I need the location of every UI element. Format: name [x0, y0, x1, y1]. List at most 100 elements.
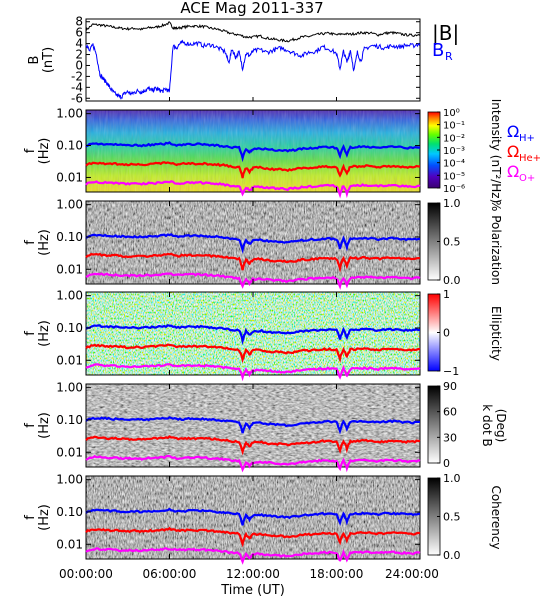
- legend-omega-h-sub: H+: [519, 133, 535, 144]
- y-axis-label: f: [23, 331, 38, 336]
- panel-frame: [85, 18, 421, 102]
- legend-omega-he: Ω: [507, 142, 519, 161]
- x-axis-title: Time (UT): [220, 583, 285, 598]
- colorbar-tick-label: 10⁰: [443, 108, 460, 119]
- x-tick-label: 24:00:00: [385, 567, 439, 581]
- colorbar-title: Intensity (nT²/Hz): [489, 99, 503, 204]
- gyro-line-he-plus: [85, 435, 421, 456]
- y-tick-label: 0.01: [56, 537, 83, 551]
- y-axis-unit: (Hz): [37, 412, 52, 439]
- y-tick-label: 0.10: [56, 505, 83, 519]
- colorbar-unit: (Deg): [494, 409, 508, 443]
- y-tick-label: 0.10: [56, 139, 83, 153]
- y-tick-label: -2: [71, 69, 83, 83]
- spectrogram-panels: 1.000.100.01f (Hz)10⁰10⁻¹10⁻²10⁻³10⁻⁴10⁻⁵…: [23, 99, 508, 565]
- y-axis-label: f: [23, 240, 38, 245]
- y-axis-unit: (Hz): [37, 320, 52, 347]
- y-tick-label: -4: [71, 80, 83, 94]
- series-line-total-field: [85, 21, 421, 43]
- y-axis-unit: (Hz): [37, 229, 52, 256]
- colorbar-tick-label: 10⁻¹: [443, 121, 465, 132]
- gyro-line-h-plus: [85, 323, 421, 346]
- x-tick-label: 12:00:00: [226, 567, 280, 581]
- y-tick-label: 0.01: [56, 445, 83, 459]
- colorbar-tick-label: 10⁻⁴: [443, 159, 465, 170]
- y-tick-label: 8: [75, 15, 83, 29]
- y-axis-label: B: [27, 56, 42, 65]
- gyro-line-he-plus: [85, 252, 421, 273]
- colorbar-tick-label: 10⁻²: [443, 133, 465, 144]
- y-axis-unit: (Hz): [37, 138, 52, 165]
- colorbar-tick-label: 0.0: [443, 549, 461, 562]
- colorbar-tick-label: 90: [443, 380, 457, 393]
- y-tick-label: 6: [75, 26, 83, 40]
- colorbar-tick-label: 1.0: [443, 197, 461, 210]
- field-lines: [85, 21, 421, 101]
- x-tick-label: 00:00:00: [59, 567, 113, 581]
- x-tick-label: 18:00:00: [310, 567, 364, 581]
- spectrogram-image: [86, 384, 420, 467]
- spectrogram-texture: [86, 110, 420, 192]
- colorbar-tick-label: 30: [443, 431, 457, 444]
- colorbar-title: Coherency: [489, 485, 503, 549]
- gyro-line-he-plus: [85, 526, 421, 548]
- colorbar-tick-label: 1.0: [443, 472, 461, 485]
- gyro-line-h-plus: [85, 141, 421, 163]
- gyro-line-he-plus: [85, 161, 421, 179]
- y-axis-unit: (nT): [41, 47, 56, 73]
- legend-omega-h: Ω: [507, 122, 519, 141]
- series-line-radial-field: [85, 39, 421, 100]
- legend-radial-field: B: [432, 40, 444, 61]
- gyro-line-h-plus: [85, 232, 421, 254]
- colorbar-tick-label: 0.0: [443, 274, 461, 287]
- colorbar-tick-label: 0: [443, 457, 450, 470]
- legend-radial-field-sub: R: [445, 50, 453, 63]
- colorbar-tick-label: 0.5: [443, 511, 461, 524]
- gyro-line-he-plus: [85, 343, 421, 364]
- y-tick-label: 0.01: [56, 353, 83, 367]
- gyro-line-o-plus: [85, 272, 421, 290]
- gyro-line-h-plus: [85, 416, 420, 435]
- colorbar-tick-label: 1: [443, 288, 450, 301]
- legend-total-field: |B|: [432, 21, 459, 45]
- y-axis-label: f: [23, 423, 38, 428]
- panel-intensity: 1.00 0.10 0.01 f (Hz) 10⁰ 10⁻¹10⁻² 10⁻³ 10⁻⁴10⁻⁵…: [23, 99, 503, 204]
- y-tick-label: 0.10: [56, 230, 83, 244]
- colorbar-title: Ellipticity: [489, 306, 503, 361]
- y-tick-label: 1.00: [56, 198, 83, 212]
- y-tick-label: 0.10: [56, 321, 83, 335]
- spectrogram-image: [86, 476, 420, 559]
- y-tick-label: 1.00: [56, 289, 83, 303]
- gyro-line-h-plus: [85, 507, 420, 527]
- spectrogram-image: [86, 201, 420, 284]
- y-tick-label: 2: [75, 48, 83, 62]
- y-tick-label: 1.00: [56, 381, 83, 395]
- gyrofrequency-legend: Ω H+ Ω He+ Ω O+: [507, 122, 541, 184]
- colorbar: [427, 385, 441, 464]
- x-axis: 00:00:00 06:00:00 12:00:00 18:00:00 24:0…: [59, 567, 439, 598]
- y-tick-label: 1.00: [56, 107, 83, 121]
- colorbar-tick-label: 0.5: [443, 236, 461, 249]
- panel-ellipticity: 1.00 0.10 0.01 f (Hz) 1 0 −1 Ellipticity: [23, 288, 503, 382]
- colorbar-tick-label: 10⁻³: [443, 146, 465, 157]
- y-tick-label: -6: [71, 91, 83, 105]
- figure-title: ACE Mag 2011-337: [180, 0, 323, 17]
- panel-k-dot-b: 1.00 0.10 0.01 f (Hz) 90 60 30 0 k dot B (Deg): [23, 380, 508, 473]
- colorbar-tick-label: 10⁻⁵: [443, 171, 465, 182]
- y-tick-label: 0.01: [56, 170, 83, 184]
- colorbar-tick-label: 60: [443, 406, 457, 419]
- y-axis-unit: (Hz): [37, 504, 52, 531]
- colorbar-tick-label: 10⁻⁶: [443, 184, 465, 195]
- legend-omega-o-sub: O+: [519, 173, 535, 184]
- legend-omega-he-sub: He+: [519, 153, 541, 164]
- y-tick-label: 1.00: [56, 473, 83, 487]
- colorbar-tick-label: −1: [443, 365, 459, 378]
- y-tick-label: 0: [75, 58, 83, 72]
- spectrogram-image: [86, 292, 420, 375]
- y-axis-label: f: [23, 515, 38, 520]
- y-tick-label: 0.01: [56, 262, 83, 276]
- colorbar-title: % Polarization: [489, 200, 503, 285]
- legend-omega-o: Ω: [507, 162, 519, 181]
